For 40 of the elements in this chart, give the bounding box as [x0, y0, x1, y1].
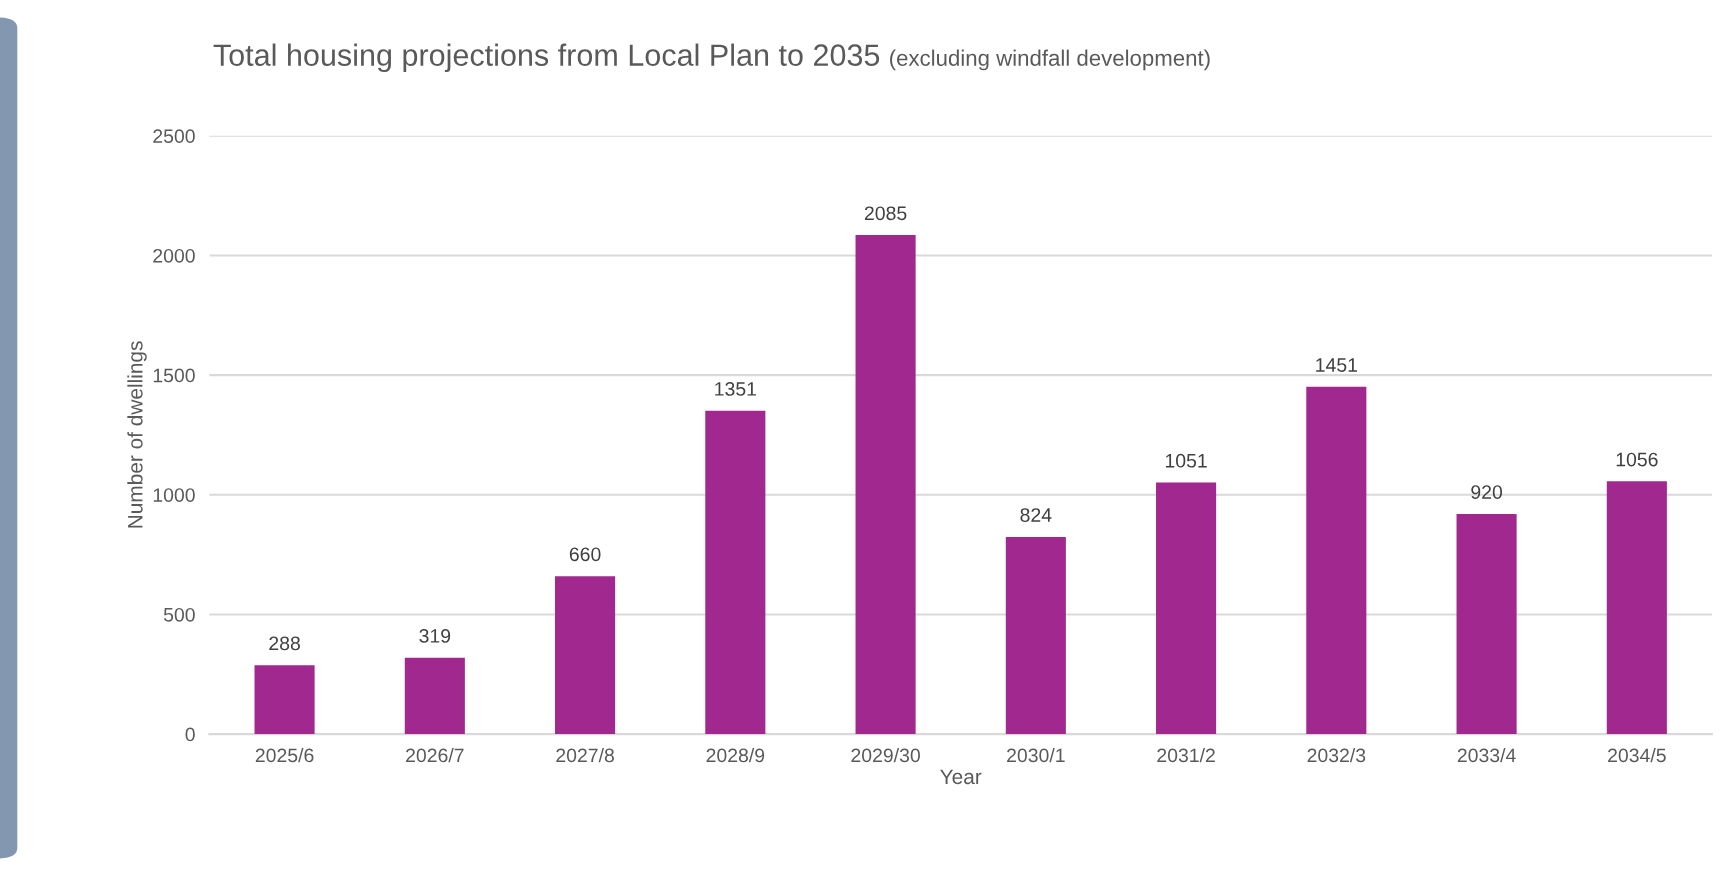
bar [1456, 513, 1517, 735]
y-tick-label: 1000 [153, 488, 195, 502]
bar [855, 235, 916, 735]
x-tick-label: 2028/9 [706, 747, 765, 763]
x-tick-label: 2027/8 [556, 747, 614, 763]
data-label: 1351 [715, 382, 757, 396]
data-label: 319 [419, 629, 451, 643]
x-axis-title: Year [940, 769, 982, 785]
data-label: 1451 [1316, 358, 1358, 372]
data-label: 288 [269, 636, 300, 651]
bar [1005, 536, 1066, 735]
y-tick-label: 2000 [153, 248, 195, 263]
bar [555, 576, 616, 735]
x-tick-label: 2029/30 [851, 747, 920, 763]
data-label: 660 [569, 547, 601, 562]
data-label: 2085 [864, 206, 907, 221]
x-tick-label: 2031/2 [1157, 747, 1215, 763]
bar [404, 657, 465, 735]
bar [1306, 386, 1367, 735]
y-axis-title: Number of dwellings [127, 341, 147, 528]
x-tick-label: 2033/4 [1457, 747, 1516, 763]
chart-title: Total housing projections from Local Plan to 2035 [213, 43, 880, 73]
x-tick-label: 2032/3 [1307, 747, 1366, 763]
chart-subtitle: (excluding windfall development) [890, 49, 1210, 71]
x-tick-label: 2030/1 [1007, 747, 1065, 763]
data-label: 1051 [1165, 453, 1207, 468]
data-label: 824 [1020, 508, 1052, 522]
x-tick-label: 2026/7 [406, 747, 464, 763]
y-tick-label: 0 [185, 727, 195, 742]
x-tick-label: 2025/6 [255, 747, 314, 763]
x-tick-label: 2034/5 [1608, 747, 1666, 763]
data-label: 920 [1471, 485, 1503, 499]
bar [1606, 481, 1667, 735]
bar [705, 410, 766, 735]
data-label: 1056 [1616, 452, 1658, 467]
y-tick-label: 1500 [153, 368, 195, 383]
y-tick-label: 2500 [153, 129, 195, 144]
bar [1156, 482, 1217, 735]
bar [254, 665, 315, 735]
y-tick-label: 500 [163, 607, 195, 622]
